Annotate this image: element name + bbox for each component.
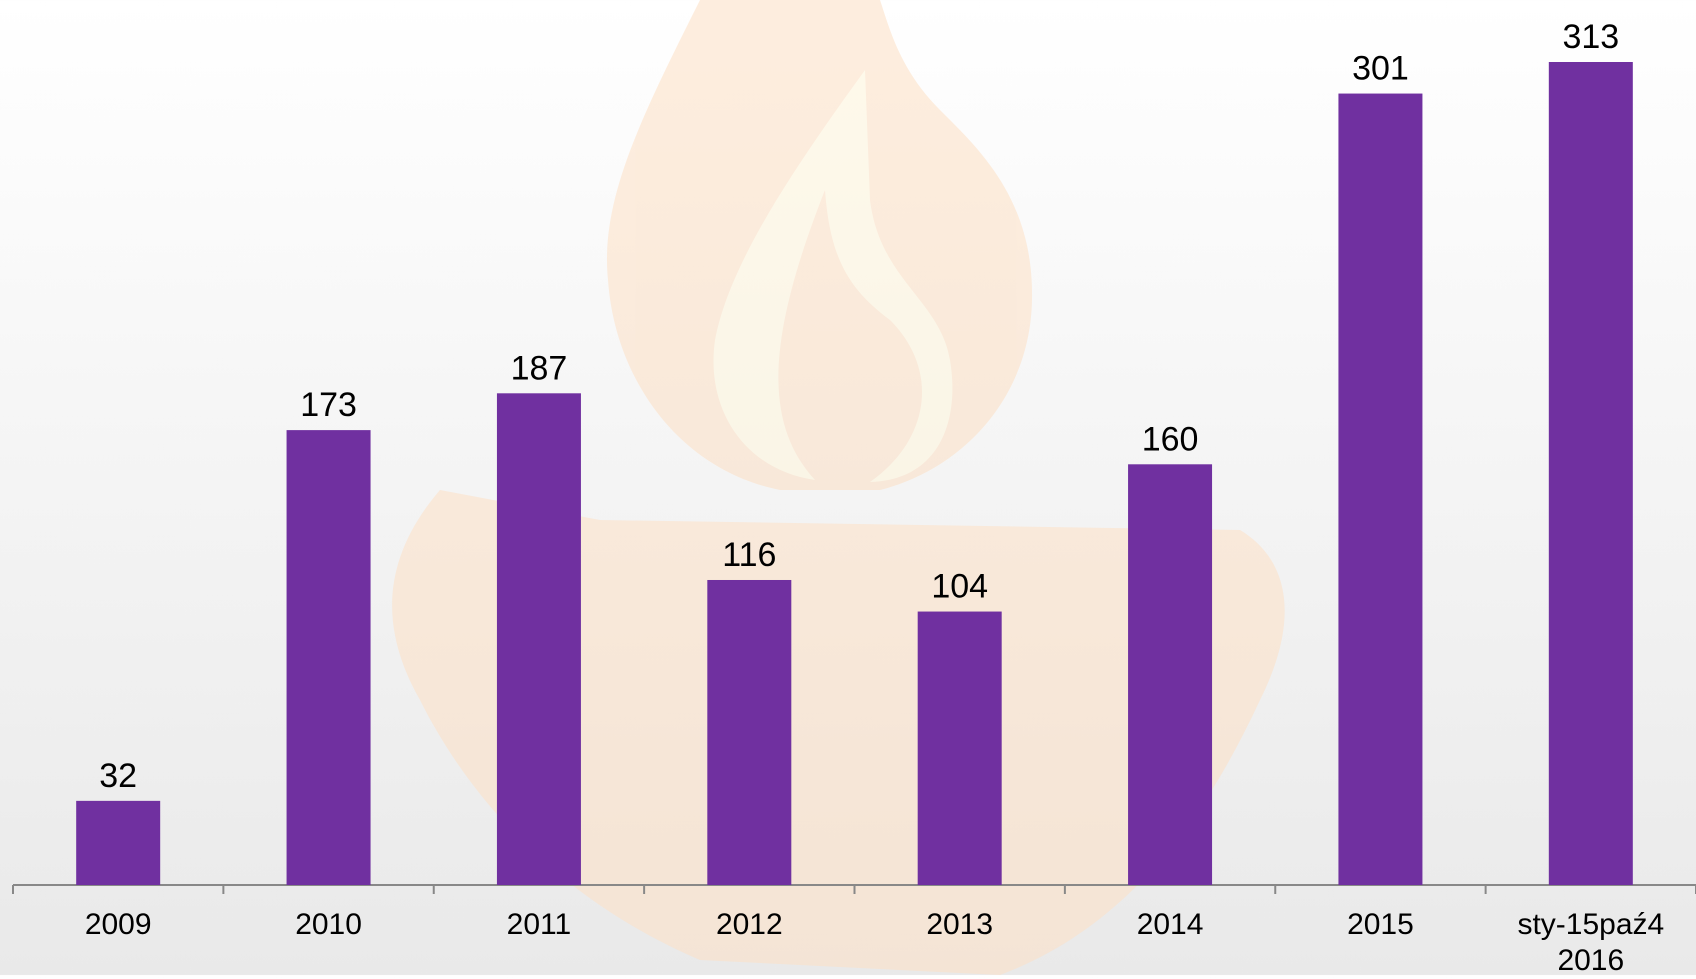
x-tick-label: 2011 bbox=[449, 907, 629, 943]
x-tick-label: 2014 bbox=[1080, 907, 1260, 943]
data-label: 116 bbox=[722, 536, 776, 574]
data-label: 32 bbox=[99, 757, 137, 795]
page: 32173187116104160301313 (() => { const d… bbox=[0, 0, 1696, 975]
bar bbox=[918, 612, 1002, 885]
data-label: 187 bbox=[511, 349, 568, 387]
bar bbox=[1128, 464, 1212, 885]
data-label: 313 bbox=[1562, 18, 1619, 56]
bar bbox=[707, 580, 791, 885]
x-tick-label: sty-15paź4 2016 bbox=[1501, 907, 1681, 979]
data-label: 160 bbox=[1142, 420, 1199, 458]
bar bbox=[76, 801, 160, 885]
x-tick-label: 2013 bbox=[870, 907, 1050, 943]
bar bbox=[287, 430, 371, 885]
x-tick-label: 2009 bbox=[28, 907, 208, 943]
bar bbox=[1549, 62, 1633, 885]
bar bbox=[497, 393, 581, 885]
bar bbox=[1338, 94, 1422, 885]
x-tick-label: 2012 bbox=[659, 907, 839, 943]
data-label: 173 bbox=[300, 386, 357, 424]
x-tick-label: 2015 bbox=[1290, 907, 1470, 943]
x-tick-label: 2010 bbox=[239, 907, 419, 943]
data-label: 104 bbox=[931, 568, 988, 606]
chart: 32 173 187 116 104 160 301 313 bbox=[0, 0, 1696, 975]
data-label: 301 bbox=[1352, 50, 1409, 88]
